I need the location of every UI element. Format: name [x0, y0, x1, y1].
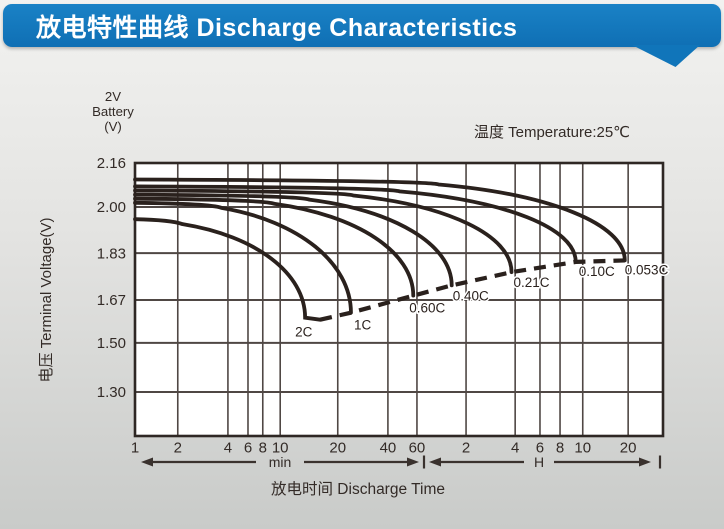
rate-label-0.60C: 0.60C	[409, 301, 445, 316]
x-tick-label-min-60: 60	[409, 440, 426, 457]
rate-label-0.10C: 0.10C	[579, 264, 615, 279]
rate-label-layer: 2C 1C 0.60C 0.40C 0.21C 0.10C 0.053C	[294, 261, 670, 341]
plot-border	[133, 161, 665, 438]
battery-type-label-line-1: 2V	[105, 89, 121, 104]
discharge-curve-0.21C	[133, 188, 514, 275]
x-tick-label-H-2: 2	[462, 440, 470, 457]
page-title: 放电特性曲线 Discharge Characteristics	[36, 13, 518, 42]
discharge-curve-0.60C	[133, 196, 416, 298]
y-tick-label-2.00: 2.00	[97, 199, 126, 216]
cutoff-dashed-line	[319, 258, 625, 322]
x-axis-title: 放电时间 Discharge Time	[271, 480, 445, 498]
x-tick-label-H-6: 6	[536, 440, 544, 457]
axis-arrow-layer	[141, 455, 662, 469]
discharge-curve-1C	[133, 200, 353, 315]
discharge-curve-0.40C	[133, 192, 454, 288]
hours-unit-label: H	[534, 454, 544, 470]
discharge-curve-0.10C	[133, 184, 578, 264]
y-tick-label-1.83: 1.83	[97, 245, 126, 262]
y-tick-label-1.30: 1.30	[97, 384, 126, 401]
minutes-unit-label: min	[269, 454, 292, 470]
x-tick-label-min-10: 10	[272, 440, 289, 457]
x-tick-label-min-6: 6	[244, 440, 252, 457]
rate-label-0.053C: 0.053C	[625, 262, 669, 277]
title-banner: 放电特性曲线 Discharge Characteristics	[3, 4, 721, 47]
discharge-curve-2C	[133, 217, 323, 322]
x-tick-label-min-2: 2	[174, 440, 182, 457]
curve-layer	[133, 177, 627, 322]
x-tick-label-H-8: 8	[556, 440, 564, 457]
x-tick-label-min-40: 40	[380, 440, 397, 457]
battery-type-label-line-2: Battery	[92, 104, 134, 119]
y-tick-label-2.16: 2.16	[97, 155, 126, 172]
rate-label-0.21C: 0.21C	[514, 275, 550, 290]
y-tick-label-1.67: 1.67	[97, 292, 126, 309]
rate-label-1C: 1C	[354, 318, 372, 333]
x-tick-label-H-10: 10	[574, 440, 591, 457]
y-axis-title: 电压 Terminal Voltage(V)	[38, 217, 55, 382]
rate-label-0.40C: 0.40C	[453, 288, 489, 303]
arrowhead-right-icon	[639, 457, 651, 467]
battery-type-label-line-3: (V)	[104, 119, 122, 134]
x-tick-label-H-20: 20	[620, 440, 637, 457]
discharge-curve-0.053C	[133, 177, 627, 263]
x-tick-label-min-1: 1	[131, 440, 139, 457]
arrowhead-right-icon	[407, 457, 419, 467]
temperature-note: 温度 Temperature:25℃	[474, 124, 630, 141]
x-tick-label-min-4: 4	[224, 440, 232, 457]
rate-label-2C: 2C	[295, 325, 313, 340]
x-tick-label-min-20: 20	[329, 440, 346, 457]
x-tick-label-min-8: 8	[259, 440, 267, 457]
arrowhead-left-icon	[141, 457, 153, 467]
arrowhead-left-icon	[429, 457, 441, 467]
tick-label-layer: 1 2 4 6 8 10 20 40 60 2 4 6 8 10 202.162.001.831.671.5…	[97, 155, 637, 456]
x-tick-label-H-4: 4	[511, 440, 519, 457]
y-tick-label-1.50: 1.50	[97, 335, 126, 352]
